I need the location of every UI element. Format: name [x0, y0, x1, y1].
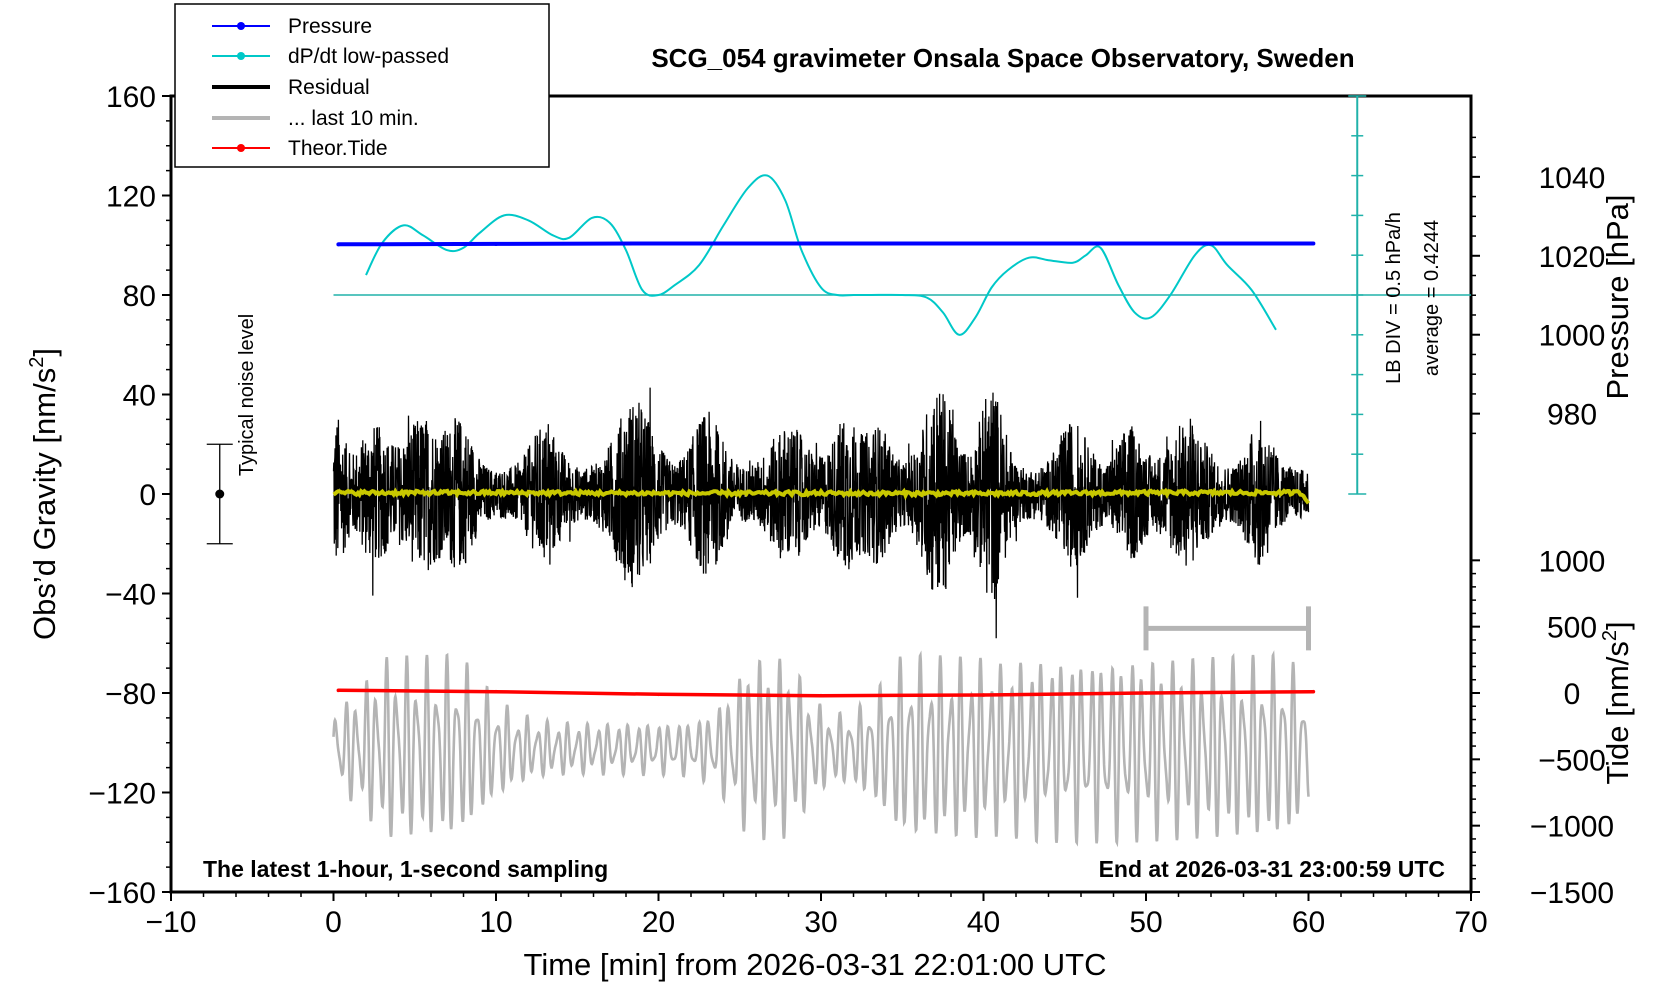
noise-level-marker	[206, 443, 233, 545]
average-label: average = 0.4244	[1421, 220, 1443, 376]
legend-marker-pressure	[237, 22, 245, 30]
x-tick-label: 10	[479, 906, 512, 939]
tide-axis-title-sup: 2	[1599, 630, 1621, 641]
annotation-bottom-left: The latest 1-hour, 1-second sampling	[203, 856, 608, 882]
tide-axis-ticks: 1000 500 0 −500 −1000 −1500	[1471, 545, 1614, 910]
pressure-axis-ticks: 1040 1020 1000 980	[1471, 136, 1606, 435]
series-dpdt-line	[365, 174, 1277, 336]
y-axis-title: Obs’d Gravity [nm/s2]	[26, 348, 62, 640]
tide-point	[819, 693, 823, 698]
pressure-point	[981, 241, 986, 246]
x-tick-label: 20	[642, 906, 675, 939]
legend: Pressure dP/dt low-passed Residual ... l…	[174, 3, 550, 168]
y-axis-title-sup: 2	[26, 357, 48, 368]
pressure-point	[656, 241, 661, 246]
y-tick-label: −40	[105, 579, 156, 612]
tide-axis-title: Tide [nm/s2]	[1599, 621, 1635, 784]
pressure-point	[1144, 241, 1148, 246]
series-residual-lowpass-line	[332, 486, 1311, 505]
pressure-point	[1311, 241, 1316, 246]
pressure-tick-label: 1040	[1539, 162, 1606, 195]
series-last10-line	[332, 650, 1310, 848]
x-tick-label: 0	[325, 906, 342, 939]
x-tick-label: 60	[1292, 906, 1325, 939]
series-pressure-line	[338, 241, 1314, 247]
tide-point	[336, 688, 341, 693]
noise-level-center-dot	[215, 489, 225, 499]
legend-entry-tide: Theor.Tide	[212, 137, 388, 160]
x-tick-label: 50	[1129, 906, 1162, 939]
legend-entry-residual: Residual	[212, 76, 370, 99]
y-axis-title-main: Obs’d Gravity [nm/s	[27, 368, 62, 640]
legend-label-dpdt: dP/dt low-passed	[288, 45, 449, 68]
legend-marker-dpdt	[237, 52, 245, 60]
pressure-tick-label: 1000	[1539, 320, 1606, 353]
y-axis-ticks: 160 120 80 40 0 −40 −80 −120 −160	[88, 81, 171, 910]
y-tick-label: −80	[105, 678, 156, 711]
tide-tick-label: 1000	[1539, 545, 1606, 578]
legend-label-tide: Theor.Tide	[288, 137, 388, 160]
legend-entry-dpdt: dP/dt low-passed	[212, 45, 449, 68]
tide-axis-title-end: ]	[1600, 621, 1635, 630]
legend-entry-pressure: Pressure	[212, 15, 372, 38]
pressure-axis-title: Pressure [hPa]	[1600, 194, 1635, 399]
annotation-bottom-right: End at 2026-03-31 23:00:59 UTC	[1099, 856, 1445, 882]
tide-tick-label: 500	[1547, 612, 1597, 645]
y-tick-label: 40	[123, 380, 156, 413]
pressure-point	[819, 241, 823, 246]
x-tick-label: 70	[1454, 906, 1487, 939]
tide-point	[981, 693, 986, 697]
y-tick-label: 80	[123, 280, 156, 313]
x-tick-label: 40	[967, 906, 1000, 939]
y-tick-label: 120	[106, 181, 156, 214]
series-residual-line	[332, 387, 1310, 639]
x-axis-ticks: −10 0 10 20 30 40 50 60 70	[146, 892, 1488, 939]
legend-label-pressure: Pressure	[288, 15, 372, 38]
x-tick-label: −10	[146, 906, 197, 939]
tide-tick-label: −1000	[1530, 811, 1614, 844]
tide-tick-label: −500	[1538, 744, 1606, 777]
tide-axis-title-main: Tide [nm/s	[1600, 641, 1635, 785]
x-tick-label: 30	[804, 906, 837, 939]
y-tick-label: −160	[88, 877, 156, 910]
series-layer	[332, 174, 1316, 848]
legend-label-residual: Residual	[288, 76, 370, 99]
tide-point	[1144, 691, 1148, 695]
pressure-point	[494, 241, 498, 246]
chart-title: SCG_054 gravimeter Onsala Space Observat…	[651, 43, 1354, 73]
tide-tick-label: −1500	[1530, 877, 1614, 910]
x-axis-title: Time [min] from 2026-03-31 22:01:00 UTC	[524, 947, 1107, 982]
noise-level-label: Typical noise level	[236, 314, 258, 476]
pressure-tick-label: 1020	[1539, 241, 1606, 274]
tide-point	[494, 689, 498, 694]
y-tick-label: 0	[139, 479, 156, 512]
y-axis-title-end: ]	[27, 348, 62, 357]
tide-point	[1311, 689, 1316, 694]
tide-point	[656, 692, 661, 697]
last10-bar	[1143, 606, 1311, 651]
tide-tick-label: 0	[1564, 678, 1581, 711]
lb-div-label: LB DIV = 0.5 hPa/h	[1383, 212, 1405, 384]
pressure-tick-label: 980	[1547, 399, 1597, 432]
legend-entry-last10: ... last 10 min.	[212, 107, 419, 130]
y-tick-label: −120	[88, 778, 156, 811]
legend-marker-tide	[237, 144, 245, 152]
pressure-point	[336, 242, 341, 247]
y-tick-label: 160	[106, 81, 156, 114]
legend-label-last10: ... last 10 min.	[288, 107, 419, 130]
